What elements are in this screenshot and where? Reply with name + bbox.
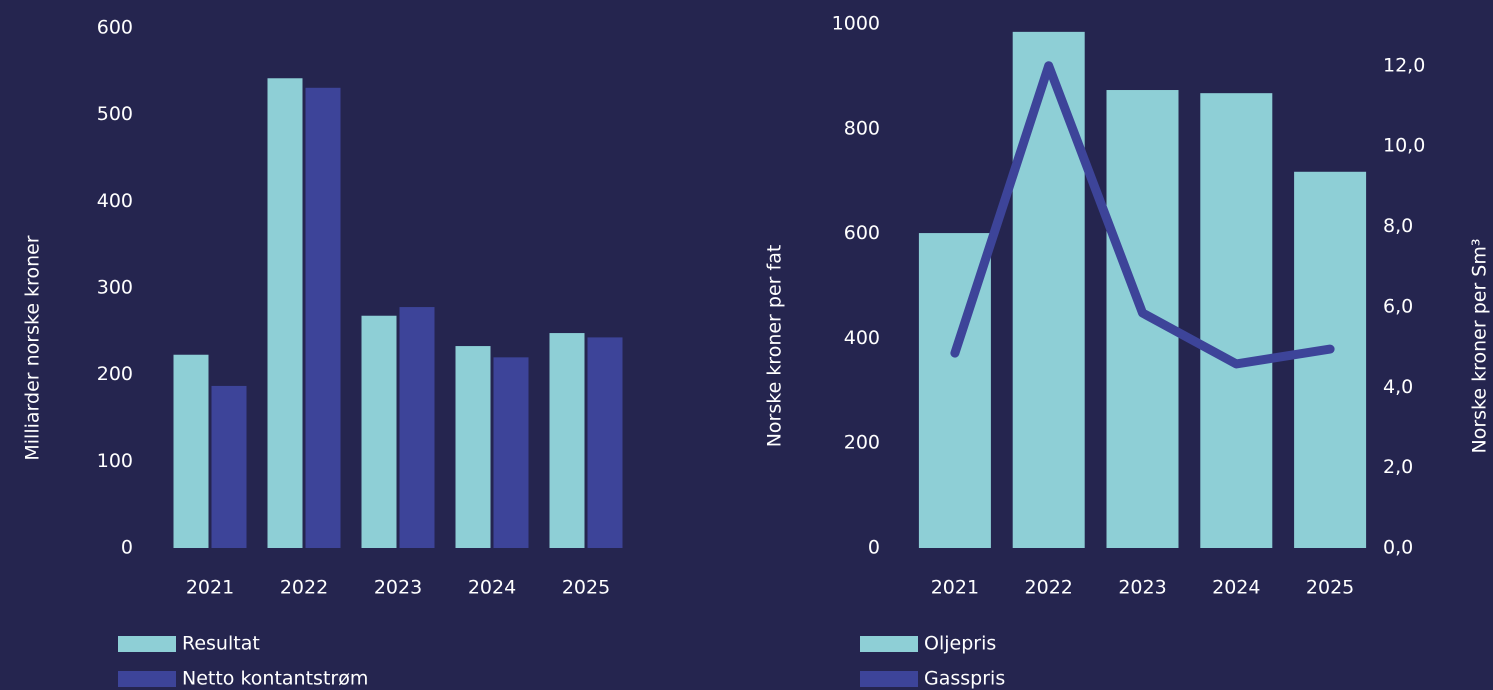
x-tick-label: 2022	[1025, 577, 1073, 599]
bar	[1106, 90, 1179, 549]
x-tick-label: 2024	[468, 577, 516, 599]
y-axis-title: Norske kroner per fat	[764, 245, 786, 448]
y2-tick-label: 2,0	[1383, 456, 1413, 478]
y-tick-label: 100	[97, 450, 133, 472]
y2-tick-label: 8,0	[1383, 215, 1413, 237]
bar	[399, 307, 435, 548]
bar	[361, 315, 397, 548]
x-tick-label: 2023	[374, 577, 422, 599]
y2-tick-label: 10,0	[1383, 135, 1425, 157]
y-tick-label: 1000	[832, 13, 880, 35]
x-tick-label: 2021	[186, 577, 234, 599]
legend-swatch	[860, 671, 918, 687]
y-tick-label: 400	[844, 327, 880, 349]
y2-tick-label: 12,0	[1383, 54, 1425, 76]
legend-swatch	[118, 671, 176, 687]
line	[950, 61, 1335, 369]
legend-label: Resultat	[182, 633, 260, 655]
bar	[1200, 93, 1273, 548]
bar	[267, 78, 303, 549]
x-tick-label: 2025	[1306, 577, 1354, 599]
legend-label: Oljepris	[924, 633, 996, 655]
x-tick-label: 2025	[562, 577, 610, 599]
y2-tick-label: 6,0	[1383, 295, 1413, 317]
y-tick-label: 0	[121, 537, 133, 559]
y2-tick-label: 0,0	[1383, 537, 1413, 559]
bar	[173, 354, 209, 548]
legend-swatch	[118, 636, 176, 652]
y-tick-label: 600	[97, 17, 133, 39]
x-tick-label: 2023	[1118, 577, 1166, 599]
bar	[1294, 171, 1367, 548]
x-tick-label: 2021	[931, 577, 979, 599]
y-tick-label: 500	[97, 103, 133, 125]
y-tick-label: 600	[844, 222, 880, 244]
y-axis-title: Milliarder norske kroner	[22, 235, 44, 460]
legend-label: Gasspris	[924, 668, 1005, 690]
x-tick-label: 2024	[1212, 577, 1260, 599]
y2-axis-title: Norske kroner per Sm³	[1469, 239, 1491, 454]
bar	[455, 346, 491, 548]
legend-swatch	[860, 636, 918, 652]
y-tick-label: 200	[97, 363, 133, 385]
x-tick-label: 2022	[280, 577, 328, 599]
bar	[305, 87, 341, 549]
bar	[1012, 31, 1085, 549]
legend-label: Netto kontantstrøm	[182, 668, 368, 690]
bar	[493, 357, 529, 548]
y-tick-label: 300	[97, 277, 133, 299]
bar	[211, 385, 247, 548]
y-tick-label: 0	[868, 537, 880, 559]
bar	[587, 337, 623, 548]
y-tick-label: 800	[844, 117, 880, 139]
y2-tick-label: 4,0	[1383, 376, 1413, 398]
bar	[549, 333, 585, 548]
y-tick-label: 400	[97, 190, 133, 212]
y-tick-label: 200	[844, 432, 880, 454]
